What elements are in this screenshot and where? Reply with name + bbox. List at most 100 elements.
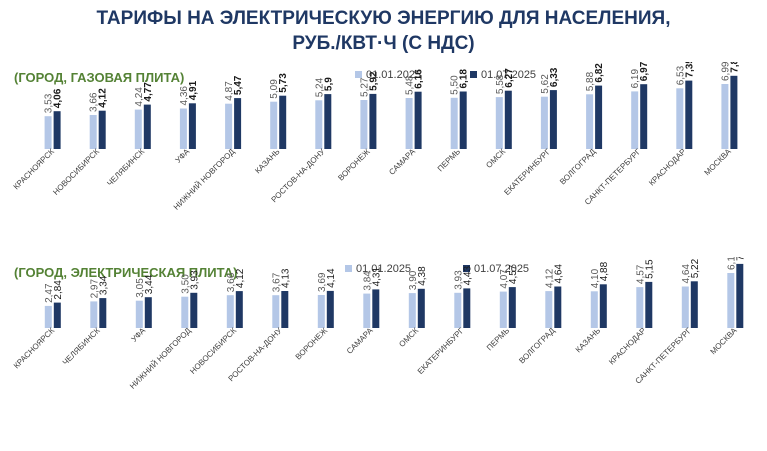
chart-el-bar-s0-2 [135,300,143,328]
chart-el-data-label-s0-14: 4,64 [681,264,692,284]
chart-el-data-label-s1-2: 3,44 [144,274,155,294]
chart-gas-bar-s0-3 [179,108,187,149]
chart-el-data-label-s1-11: 4,64 [553,264,564,284]
chart-el-data-label-s1-12: 4,88 [599,261,610,281]
chart-el-bar-s0-15 [727,273,735,328]
chart-el-bar-s1-10 [508,287,516,328]
chart-gas-data-label-s0-8: 5,48 [405,75,416,95]
chart-el-category-label-13: КРАСНОДАР [607,326,648,367]
chart-el-bar-s0-11 [545,291,553,328]
chart-gas-category-label-14: КРАСНОДАР [647,147,688,188]
chart-el-data-label-s1-10: 4,57 [508,264,519,284]
title-line-2: РУБ./КВТ·Ч (С НДС) [292,33,475,54]
chart-gas-bar-s0-0 [44,116,52,149]
chart-gas-data-label-s0-1: 3,66 [89,92,100,112]
chart-el-bar-s1-13 [645,281,653,328]
chart-gas-category-label-12: ВОЛГОГРАД [558,147,598,187]
chart-el-category-label-4: НОВОСИБИРСК [188,326,238,376]
chart-gas-bar-s1-1 [98,110,106,149]
chart-el-bar-s0-9 [454,292,462,328]
chart-el-bar-s0-0 [44,305,52,328]
chart-gas-data-label-s1-0: 4,06 [53,88,64,108]
chart-gas-data-label-s0-11: 5,62 [540,74,551,94]
chart-el-data-label-s1-5: 4,13 [280,268,291,288]
chart-gas-data-label-s1-5: 5,73 [278,73,289,93]
chart-gas-bar-s0-9 [450,97,458,149]
chart-gas-subtitle: (ГОРОД, ГАЗОВАЯ ПЛИТА) [14,70,184,85]
chart-gas-category-label-9: ПЕРМЬ [436,147,462,173]
chart-el-bar-s1-14 [690,281,698,328]
chart-el-data-label-s0-8: 3,90 [408,270,419,290]
chart-gas-data-label-s1-1: 4,12 [98,88,109,108]
chart-gas-data-label-s1-14: 7,35 [684,62,695,78]
chart-gas-data-label-s1-15: 7,87 [729,62,740,73]
chart-gas-bar-s0-10 [495,97,503,149]
chart-el-legend-swatch-1 [463,265,470,272]
chart-el-bar-s1-9 [463,288,471,328]
chart-gas-bar-s0-2 [134,109,142,149]
chart-gas-bar-s1-13 [640,84,648,149]
chart-gas-data-label-s0-12: 5,88 [585,71,596,91]
chart-gas-bar-s1-4 [234,98,242,149]
chart-el-bar-s1-2 [144,297,152,328]
chart-el-data-label-s0-2: 3,05 [135,278,146,298]
chart-el-data-label-s1-8: 4,38 [417,266,428,286]
chart-gas-bar-s1-5 [279,95,287,149]
chart-el-legend-label-1: 01.07.2025 [474,263,529,275]
chart-gas-data-label-s1-9: 6,18 [459,69,470,89]
chart-gas-data-label-s0-14: 6,53 [675,65,686,85]
chart-el-bar-s1-11 [554,286,562,328]
chart-el-data-label-s0-13: 4,57 [635,264,646,284]
chart-el-data-label-s0-4: 3,66 [226,272,237,292]
chart-gas-data-label-s1-3: 4,91 [188,80,199,100]
chart-el-category-label-10: ПЕРМЬ [485,326,511,352]
chart-gas-category-label-10: ОМСК [484,147,507,170]
chart-gas-data-label-s0-4: 4,87 [224,81,235,101]
chart-gas-bar-s1-10 [504,90,512,149]
chart-gas-data-label-s0-5: 5,09 [269,79,280,99]
chart-gas-data-label-s1-12: 6,82 [594,63,605,83]
chart-el-bar-s0-10 [499,291,507,328]
chart-gas-data-label-s0-3: 4,36 [179,86,190,106]
chart-gas-category-label-11: ЕКАТЕРИНБУРГ [502,147,552,197]
chart-el-bar-s1-6 [326,290,334,328]
chart-gas-bar-s1-6 [324,94,332,149]
chart-el-legend-label-0: 01.01.2025 [356,263,411,275]
chart-gas-category-label-5: КАЗАНЬ [253,147,281,175]
chart-gas-bar-s1-12 [595,85,603,149]
chart-el-bar-s0-3 [181,296,189,328]
chart-el-bar-s1-5 [281,291,289,328]
chart-el-data-label-s1-15: 7,16 [735,257,746,261]
chart-el-bar-s0-13 [636,287,644,328]
chart-gas-data-label-s1-10: 6,27 [504,68,515,88]
chart-el-category-label-9: ЕКАТЕРИНБУРГ [416,326,466,376]
chart-el-data-label-s0-7: 3,84 [362,271,373,291]
chart-gas-bar-s1-7 [369,93,377,149]
chart-el-category-label-6: ВОРОНЕЖ [294,326,330,362]
chart-el-data-label-s1-4: 4,12 [235,268,246,288]
chart-el-data-label-s1-7: 4,31 [371,266,382,286]
chart-gas-category-label-1: НОВОСИБИРСК [51,147,101,197]
chart-el-data-label-s0-10: 4,07 [499,269,510,289]
chart-gas-category-label-15: МОСКВА [703,147,734,178]
chart-el-data-label-s0-12: 4,10 [590,268,601,288]
chart-el-data-label-s0-15: 6,15 [726,257,737,270]
chart-gas-category-label-7: ВОРОНЕЖ [336,147,372,183]
chart-gas-bar-s0-4 [225,103,233,149]
chart-el-bar-s0-6 [317,295,325,328]
chart-el-category-label-7: САМАРА [345,326,375,356]
chart-el-category-label-12: КАЗАНЬ [574,326,602,354]
chart-gas-bar-s1-11 [549,90,557,149]
chart-gas-bar-s0-11 [540,96,548,149]
chart-gas-data-label-s0-13: 6,19 [630,68,641,88]
chart-gas-data-label-s0-6: 5,24 [314,77,325,97]
chart-gas-data-label-s0-2: 4,24 [134,87,145,107]
chart-gas-bar-s0-13 [631,91,639,149]
chart-electric-stove: (ГОРОД, ЭЛЕКТРИЧЕСКАЯ ПЛИТА) 01.01.2025 01… [12,257,746,391]
chart-el-data-label-s1-1: 3,34 [98,275,109,295]
chart-gas-data-label-s1-2: 4,77 [143,82,154,102]
chart-el-data-label-s1-3: 3,93 [189,270,200,290]
chart-el-data-label-s1-9: 4,43 [462,265,473,285]
chart-gas-data-label-s0-10: 5,58 [495,74,506,94]
chart-gas-bar-s0-7 [360,100,368,149]
